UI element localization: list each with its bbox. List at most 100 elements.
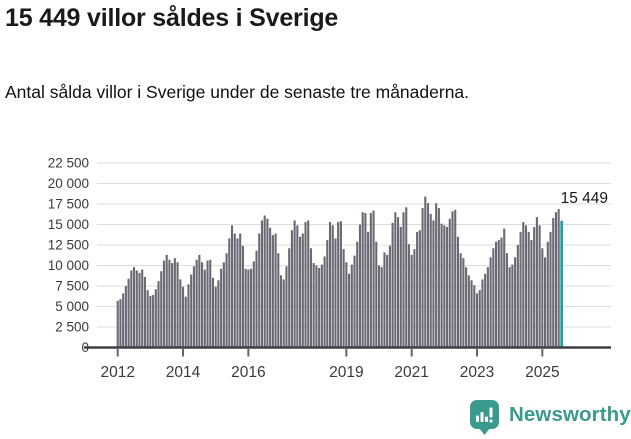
y-tick-label: 20 000 (48, 176, 89, 191)
bar (198, 254, 201, 348)
bar (462, 258, 465, 348)
y-tick-label: 7 500 (55, 279, 89, 294)
bar (388, 245, 391, 348)
bar (334, 238, 337, 348)
bar (162, 260, 166, 348)
bar (492, 248, 495, 348)
y-tick-label: 5 000 (55, 299, 89, 314)
bar (255, 250, 258, 348)
bar (277, 253, 280, 348)
bar (375, 241, 378, 348)
bar (190, 274, 193, 348)
bar (467, 275, 470, 348)
newsworthy-bubble-icon (470, 400, 499, 435)
bar (309, 248, 313, 348)
x-tick-label: 2012 (100, 364, 134, 381)
bar (413, 249, 416, 348)
bar (497, 240, 500, 348)
bar (119, 299, 122, 348)
bar (127, 278, 130, 348)
bar (176, 262, 179, 348)
bar (206, 260, 209, 348)
bar (407, 244, 410, 348)
bar (465, 267, 468, 348)
bar (124, 286, 127, 348)
bar (405, 207, 408, 348)
bar (269, 227, 272, 348)
bar (122, 293, 125, 348)
bar (304, 222, 307, 348)
bar (446, 226, 449, 348)
x-tick-label: 2019 (329, 364, 363, 381)
bar (459, 253, 462, 348)
bar (429, 213, 432, 348)
bar (397, 217, 400, 348)
bar (299, 236, 302, 348)
bar (530, 240, 533, 348)
y-tick-label: 17 500 (48, 197, 89, 212)
y-tick-label: 0 (81, 340, 89, 355)
bar (519, 231, 522, 348)
bar (516, 245, 519, 348)
bar (481, 279, 484, 348)
bar (383, 252, 386, 348)
bar (239, 233, 242, 348)
bar (233, 233, 236, 348)
bar (356, 241, 359, 348)
bar (331, 225, 334, 348)
bar (296, 225, 299, 348)
bar (288, 248, 291, 348)
bar (135, 270, 138, 348)
bar (211, 277, 215, 348)
bar (168, 259, 171, 348)
bar (130, 270, 133, 348)
bar (421, 208, 424, 348)
bar (416, 231, 419, 348)
bar (285, 266, 288, 348)
bar (328, 222, 332, 348)
bar (364, 213, 367, 348)
bar (225, 253, 228, 348)
bar (489, 257, 492, 348)
bar (184, 296, 187, 348)
y-tick-label: 2 500 (55, 320, 89, 335)
bar (337, 222, 340, 348)
chart-subtitle: Antal sålda villor i Sverige under de se… (5, 82, 470, 102)
bar (369, 213, 372, 348)
bar (443, 225, 446, 348)
bar (495, 241, 498, 348)
y-tick-label: 10 000 (48, 258, 89, 273)
bar (380, 267, 383, 348)
bar (535, 217, 538, 348)
bar (367, 231, 370, 348)
bar (350, 264, 353, 348)
bar (220, 268, 223, 348)
bar (514, 257, 517, 348)
x-tick-label: 2023 (460, 364, 494, 381)
x-tick-label: 2021 (394, 364, 428, 381)
bar (250, 268, 253, 348)
bar (187, 284, 190, 348)
bar (279, 275, 283, 348)
bar (448, 218, 451, 348)
bar (473, 285, 476, 348)
bar (247, 269, 250, 348)
bar (274, 233, 277, 348)
bar (201, 262, 204, 348)
bar (432, 220, 435, 348)
bar (149, 295, 152, 348)
bar (173, 258, 176, 348)
bar (222, 262, 225, 348)
bar (549, 231, 552, 348)
bar (143, 276, 146, 348)
newsworthy-wordmark: Newsworthy (509, 403, 631, 426)
bar (179, 279, 182, 348)
bar (470, 280, 473, 348)
bar (195, 259, 198, 348)
last-value-label: 15 449 (561, 190, 608, 207)
newsworthy-logo[interactable]: Newsworthy (469, 399, 631, 436)
bar (318, 267, 321, 348)
bar (418, 230, 421, 348)
bar (192, 266, 195, 348)
